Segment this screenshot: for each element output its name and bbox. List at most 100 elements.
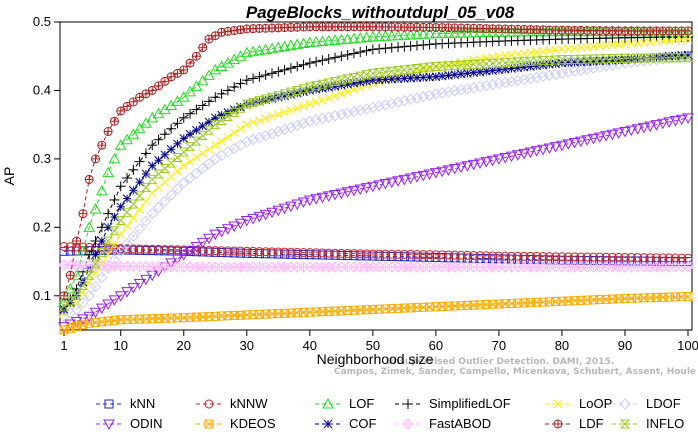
marker-simplifiedlof-k49 (361, 45, 372, 56)
marker-odin-k92 (631, 124, 644, 135)
marker-odin-k13 (133, 278, 146, 290)
marker-odin-k18 (165, 258, 178, 269)
marker-ldof-k46 (341, 107, 354, 119)
marker-kdeos-k100 (683, 291, 693, 301)
marker-inflo-k11 (121, 207, 133, 217)
marker-ldof-k84 (581, 63, 593, 75)
marker-inflo-k69 (487, 58, 498, 68)
marker-odin-k6 (89, 307, 102, 319)
marker-inflo-k20 (178, 147, 189, 157)
marker-odin-k33 (259, 209, 272, 221)
marker-knnw-k72 (507, 251, 517, 261)
marker-ldof-k12 (127, 230, 140, 242)
marker-lof-k24 (203, 69, 215, 80)
marker-ldof-k51 (373, 100, 385, 112)
marker-odin-k48 (354, 184, 367, 196)
marker-ldof-k49 (360, 103, 373, 115)
marker-cof-k7 (97, 236, 107, 246)
marker-ldof-k33 (259, 129, 272, 142)
marker-odin-k25 (209, 229, 222, 241)
marker-odin-k49 (360, 183, 373, 194)
marker-ldof-k83 (575, 64, 587, 76)
marker-ldof-k57 (411, 92, 423, 104)
marker-inflo-k17 (159, 163, 171, 173)
marker-ldof-k39 (297, 117, 310, 130)
marker-odin-k54 (392, 176, 404, 187)
marker-odin-k28 (228, 221, 241, 232)
legend-label-knnw: kNNW (230, 396, 268, 411)
marker-inflo-k42 (317, 79, 328, 89)
legend-label-loop: LoOP (579, 396, 612, 411)
marker-knn-k7 (97, 245, 107, 255)
marker-loop-k21 (185, 157, 195, 166)
marker-inflo-k76 (531, 56, 542, 66)
marker-odin-k52 (379, 179, 392, 190)
marker-loop-k38 (292, 103, 302, 113)
marker-ldof-k16 (152, 201, 165, 214)
marker-simplifiedlof-k44 (330, 52, 341, 63)
series-line-knn (63, 249, 689, 263)
marker-ldof-k64 (455, 84, 467, 96)
marker-odin-k99 (675, 114, 688, 126)
marker-knnw-k47 (349, 249, 359, 259)
marker-odin-k41 (310, 194, 322, 205)
legend-marker-kdeos (204, 419, 214, 429)
marker-odin-k76 (530, 146, 543, 157)
marker-loop-k16 (154, 183, 163, 192)
marker-ldof-k47 (348, 105, 360, 118)
marker-lof-k55 (398, 29, 411, 40)
marker-ldof-k79 (549, 68, 562, 81)
marker-simplifiedlof-k14 (140, 148, 151, 159)
series-markers-fastabod (58, 259, 694, 273)
marker-knnw-k19 (172, 245, 182, 255)
marker-odin-k78 (543, 143, 556, 154)
marker-knnw-k40 (305, 248, 315, 258)
marker-odin-k91 (625, 125, 638, 137)
marker-ldof-k63 (449, 85, 461, 97)
marker-knnw-k65 (462, 250, 472, 260)
marker-knnw-k53 (387, 249, 397, 259)
marker-knnw-k35 (273, 247, 283, 257)
marker-odin-k69 (486, 155, 499, 167)
marker-knnw-k85 (588, 252, 598, 262)
marker-lof-k6 (89, 203, 102, 214)
marker-knnw-k21 (185, 245, 195, 255)
marker-odin-k56 (404, 173, 417, 185)
marker-knnw-k2 (65, 242, 75, 252)
marker-simplifiedlof-k34 (267, 68, 277, 79)
marker-loop-k11 (122, 221, 132, 231)
marker-loop-k22 (192, 153, 201, 162)
marker-knnw-k75 (525, 251, 535, 261)
marker-loop-k15 (147, 188, 157, 198)
marker-loop-k20 (179, 161, 189, 171)
marker-knnw-k62 (443, 250, 453, 260)
marker-inflo-k87 (600, 54, 612, 64)
marker-inflo-k99 (676, 53, 687, 63)
marker-inflo-k78 (544, 55, 555, 65)
series-markers-inflo (58, 53, 694, 311)
marker-loop-k43 (324, 93, 334, 103)
marker-simplifiedlof-k38 (292, 61, 303, 72)
series-markers-odin (58, 113, 694, 333)
marker-inflo-k46 (342, 74, 353, 84)
marker-lof-k9 (108, 152, 121, 164)
marker-inflo-k28 (228, 107, 240, 117)
marker-inflo-k37 (285, 87, 297, 97)
marker-loop-k25 (210, 140, 220, 150)
marker-loop-k39 (299, 101, 308, 111)
marker-loop-k42 (318, 95, 327, 105)
marker-simplifiedlof-k54 (393, 42, 404, 53)
marker-inflo-k1 (58, 301, 70, 311)
marker-lof-k10 (114, 139, 127, 150)
marker-ldf-k21 (185, 58, 195, 68)
x-tick-label-20: 20 (177, 338, 191, 353)
marker-knnw-k63 (450, 250, 460, 260)
marker-inflo-k14 (140, 183, 152, 193)
marker-ldof-k40 (304, 115, 316, 127)
marker-inflo-k38 (292, 85, 303, 95)
legend-marker-ldof (619, 398, 631, 410)
marker-inflo-k6 (90, 259, 101, 269)
marker-odin-k37 (285, 201, 297, 213)
marker-odin-k36 (278, 203, 291, 215)
watermark-line-1: Unsupervised Outlier Detection. DAMI, 20… (386, 357, 614, 367)
